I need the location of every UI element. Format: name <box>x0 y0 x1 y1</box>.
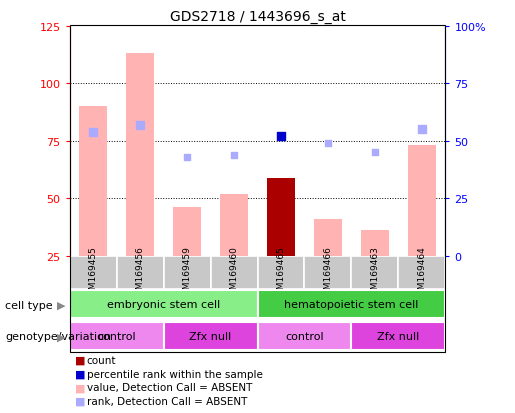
Text: genotype/variation: genotype/variation <box>5 332 111 342</box>
Bar <box>116 256 164 289</box>
Text: ■: ■ <box>75 396 85 406</box>
Point <box>89 129 97 135</box>
Text: Zfx null: Zfx null <box>377 331 420 342</box>
Text: GSM169456: GSM169456 <box>135 245 145 300</box>
Bar <box>70 256 116 289</box>
Bar <box>70 323 164 350</box>
Text: control: control <box>97 331 136 342</box>
Point <box>371 150 379 156</box>
Text: cell type: cell type <box>5 300 53 310</box>
Text: GSM169465: GSM169465 <box>277 245 285 300</box>
Point <box>418 127 426 133</box>
Bar <box>220 194 248 256</box>
Text: GSM169459: GSM169459 <box>182 245 192 300</box>
Bar <box>304 256 352 289</box>
Bar <box>164 256 211 289</box>
Bar <box>399 256 445 289</box>
Bar <box>408 146 436 256</box>
Text: GSM169463: GSM169463 <box>370 245 380 300</box>
Text: GDS2718 / 1443696_s_at: GDS2718 / 1443696_s_at <box>169 10 346 24</box>
Text: embryonic stem cell: embryonic stem cell <box>107 299 220 310</box>
Point <box>136 122 144 129</box>
Point <box>230 152 238 159</box>
Bar <box>164 323 258 350</box>
Text: ▶: ▶ <box>57 332 65 342</box>
Text: GSM169460: GSM169460 <box>230 245 238 300</box>
Text: ■: ■ <box>75 382 85 392</box>
Text: ▶: ▶ <box>57 300 65 310</box>
Bar <box>267 178 295 256</box>
Point <box>277 133 285 140</box>
Bar <box>79 107 107 256</box>
Text: GSM169466: GSM169466 <box>323 245 333 300</box>
Text: count: count <box>87 355 116 365</box>
Bar <box>211 256 258 289</box>
Text: GSM169455: GSM169455 <box>89 245 97 300</box>
Bar <box>258 256 304 289</box>
Bar <box>352 323 445 350</box>
Bar <box>173 208 201 256</box>
Bar <box>361 231 389 256</box>
Bar <box>70 291 258 318</box>
Bar <box>258 291 445 318</box>
Point <box>183 154 191 161</box>
Point <box>324 140 332 147</box>
Bar <box>126 55 154 256</box>
Text: ■: ■ <box>75 369 85 379</box>
Text: Zfx null: Zfx null <box>190 331 232 342</box>
Text: control: control <box>285 331 324 342</box>
Bar <box>352 256 399 289</box>
Text: rank, Detection Call = ABSENT: rank, Detection Call = ABSENT <box>87 396 247 406</box>
Text: hematopoietic stem cell: hematopoietic stem cell <box>284 299 419 310</box>
Text: ■: ■ <box>75 355 85 365</box>
Bar <box>314 219 342 256</box>
Text: value, Detection Call = ABSENT: value, Detection Call = ABSENT <box>87 382 252 392</box>
Text: percentile rank within the sample: percentile rank within the sample <box>87 369 263 379</box>
Text: GSM169464: GSM169464 <box>418 245 426 300</box>
Bar <box>258 323 352 350</box>
